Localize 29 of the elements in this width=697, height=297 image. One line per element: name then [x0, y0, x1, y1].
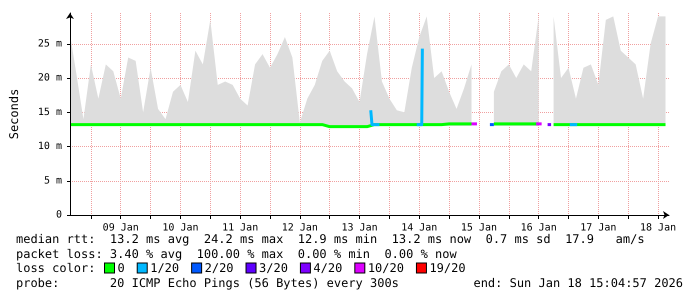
text: median rtt: 13.2 ms avg 24.2 ms max 12.9 ms min 13.2 ms now 0.7 ms sd 17.9 am/s	[16, 232, 645, 246]
legend-label: 1/20	[150, 261, 180, 275]
x-tick-label: 18 Jan	[640, 222, 676, 234]
legend-label: 3/20	[259, 261, 288, 275]
legend-label: 0	[118, 261, 125, 275]
x-tick-label: 17 Jan	[580, 222, 616, 234]
x-tick-label: 10 Jan	[162, 222, 199, 234]
y-tick-label: 15 m	[38, 106, 62, 118]
y-tick-label: 5 m	[44, 175, 62, 186]
legend-label: 10/20	[368, 261, 404, 275]
y-axis-title: Seconds	[7, 88, 21, 140]
y-tick-label: 25 m	[38, 38, 62, 50]
legend-title: loss color:	[16, 261, 96, 275]
x-tick-label: 09 Jan	[102, 222, 139, 234]
legend-label: 4/20	[313, 261, 342, 275]
y-tick-label: 10 m	[38, 141, 62, 152]
text: probe: 20 ICMP Echo Pings (56 Bytes) every 300s	[16, 276, 399, 290]
x-tick-label: 11 Jan	[222, 222, 258, 234]
y-tick-label: 20 m	[38, 72, 62, 84]
legend-label: 2/20	[204, 261, 234, 275]
x-tick-label: 15 Jan	[460, 222, 498, 234]
x-tick-label: 14 Jan	[401, 222, 438, 234]
y-tick-label: 0	[56, 210, 62, 220]
text: end: Sun Jan 18 15:04:57 2026	[473, 276, 683, 290]
legend-label: 19/20	[429, 261, 466, 275]
x-tick-label: 12 Jan	[282, 222, 318, 234]
text: packet loss: 3.40 % avg 100.00 % max 0.00 % min 0.00 % now	[16, 247, 458, 261]
x-tick-label: 16 Jan	[520, 222, 557, 234]
x-tick-label: 13 Jan	[341, 222, 378, 234]
